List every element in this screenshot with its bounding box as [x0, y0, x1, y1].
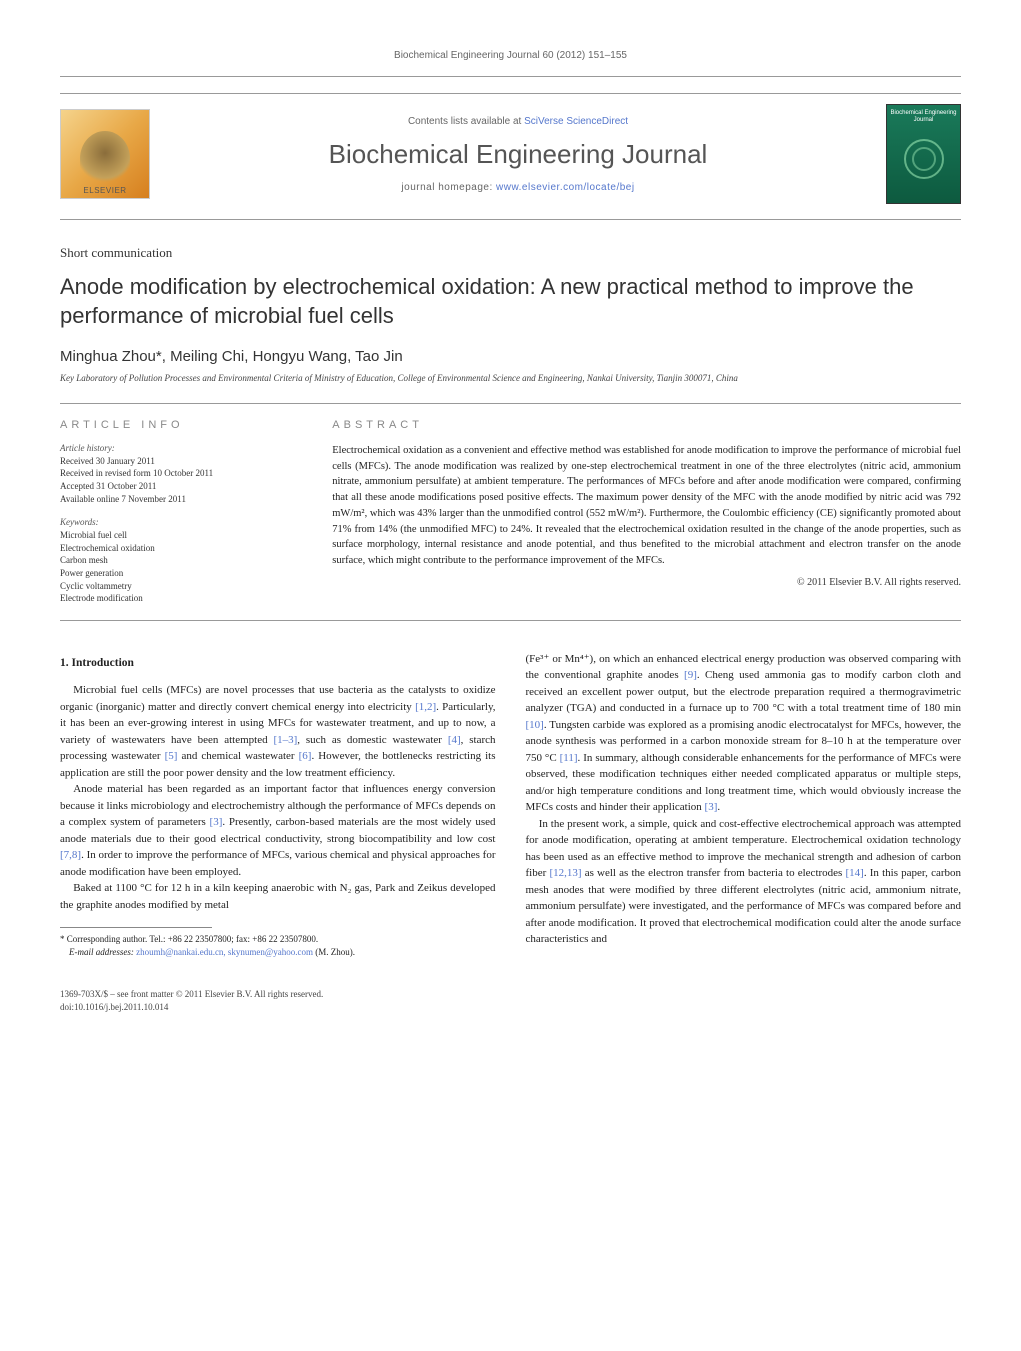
section-heading: 1. Introduction — [60, 655, 496, 672]
article-info-block: article info Article history: Received 3… — [60, 404, 312, 620]
journal-name: Biochemical Engineering Journal — [170, 139, 866, 170]
keyword-item: Electrode modification — [60, 592, 297, 605]
publisher-logo-text: ELSEVIER — [83, 186, 126, 195]
article-type: Short communication — [60, 245, 961, 261]
doi-line: doi:10.1016/j.bej.2011.10.014 — [60, 1001, 961, 1014]
homepage-prefix: journal homepage: — [401, 182, 496, 193]
email-link[interactable]: zhoumh@nankai.edu.cn, skynumen@yahoo.com — [136, 947, 313, 957]
history-received: Received 30 January 2011 — [60, 455, 297, 468]
elsevier-tree-icon — [80, 131, 130, 186]
keyword-item: Microbial fuel cell — [60, 529, 297, 542]
cover-graphic-icon — [904, 139, 944, 179]
copyright-line: © 2011 Elsevier B.V. All rights reserved… — [332, 577, 961, 588]
abstract-block: abstract Electrochemical oxidation as a … — [312, 404, 961, 620]
abstract-text: Electrochemical oxidation as a convenien… — [332, 443, 961, 569]
authors: Minghua Zhou*, Meiling Chi, Hongyu Wang,… — [60, 348, 961, 365]
journal-header: ELSEVIER Contents lists available at Sci… — [60, 94, 961, 220]
history-revised: Received in revised form 10 October 2011 — [60, 467, 297, 480]
keywords-heading: Keywords: — [60, 517, 297, 527]
body-paragraph: In the present work, a simple, quick and… — [526, 816, 962, 948]
abstract-heading: abstract — [332, 419, 961, 431]
keyword-item: Carbon mesh — [60, 554, 297, 567]
header-center: Contents lists available at SciVerse Sci… — [150, 116, 886, 193]
body-paragraph: Anode material has been regarded as an i… — [60, 781, 496, 880]
issn-line: 1369-703X/$ – see front matter © 2011 El… — [60, 988, 961, 1001]
body-paragraph: Baked at 1100 °C for 12 h in a kiln keep… — [60, 880, 496, 913]
info-heading: article info — [60, 419, 297, 431]
running-head: Biochemical Engineering Journal 60 (2012… — [60, 50, 961, 61]
history-online: Available online 7 November 2011 — [60, 493, 297, 506]
page-container: Biochemical Engineering Journal 60 (2012… — [0, 0, 1021, 1063]
footnote-block: * Corresponding author. Tel.: +86 22 235… — [60, 927, 496, 958]
top-rule — [60, 76, 961, 94]
cover-text: Biochemical Engineering Journal — [887, 110, 960, 124]
contents-prefix: Contents lists available at — [408, 116, 524, 127]
history-heading: Article history: — [60, 443, 297, 453]
homepage-line: journal homepage: www.elsevier.com/locat… — [170, 182, 866, 193]
keywords-block: Keywords: Microbial fuel cell Electroche… — [60, 517, 297, 605]
keyword-item: Electrochemical oxidation — [60, 542, 297, 555]
publisher-logo: ELSEVIER — [60, 109, 150, 199]
body-columns: 1. Introduction Microbial fuel cells (MF… — [60, 651, 961, 958]
corresponding-author-note: * Corresponding author. Tel.: +86 22 235… — [60, 933, 496, 946]
keyword-item: Power generation — [60, 567, 297, 580]
email-label: E-mail addresses: — [69, 947, 136, 957]
homepage-link[interactable]: www.elsevier.com/locate/bej — [496, 182, 635, 193]
email-note: E-mail addresses: zhoumh@nankai.edu.cn, … — [60, 946, 496, 959]
footnote-rule — [60, 927, 212, 928]
contents-line: Contents lists available at SciVerse Sci… — [170, 116, 866, 127]
bottom-meta: 1369-703X/$ – see front matter © 2011 El… — [60, 988, 961, 1013]
keyword-item: Cyclic voltammetry — [60, 580, 297, 593]
body-paragraph: Microbial fuel cells (MFCs) are novel pr… — [60, 682, 496, 781]
article-title: Anode modification by electrochemical ox… — [60, 273, 961, 330]
email-suffix: (M. Zhou). — [313, 947, 355, 957]
journal-cover-thumbnail: Biochemical Engineering Journal — [886, 104, 961, 204]
body-paragraph: (Fe³⁺ or Mn⁴⁺), on which an enhanced ele… — [526, 651, 962, 816]
affiliation: Key Laboratory of Pollution Processes an… — [60, 373, 961, 385]
history-accepted: Accepted 31 October 2011 — [60, 480, 297, 493]
meta-row: article info Article history: Received 3… — [60, 403, 961, 621]
sciencedirect-link[interactable]: SciVerse ScienceDirect — [524, 116, 628, 127]
